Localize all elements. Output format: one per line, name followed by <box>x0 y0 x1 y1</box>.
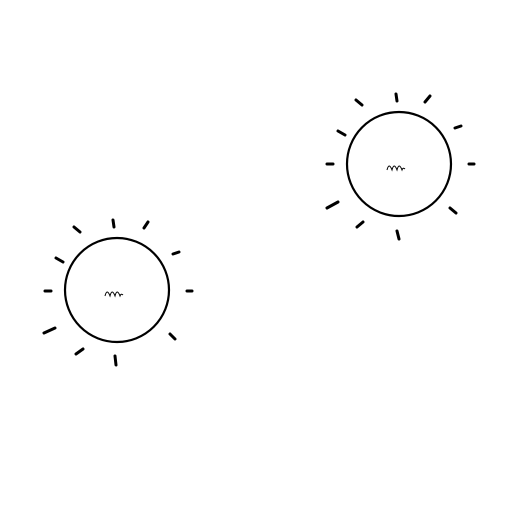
ray <box>354 98 364 107</box>
sun <box>42 218 194 367</box>
ray <box>336 129 347 137</box>
ray <box>453 124 463 130</box>
ray <box>168 332 177 341</box>
ray <box>74 347 85 356</box>
squiggle <box>104 291 124 298</box>
ray <box>355 220 365 229</box>
ray <box>113 354 118 367</box>
ray <box>42 326 57 335</box>
sun <box>325 92 476 241</box>
sun-disc <box>345 110 453 218</box>
ray <box>325 200 340 210</box>
ray <box>423 94 432 104</box>
sun-disc <box>63 236 171 344</box>
ray <box>72 225 82 234</box>
ray <box>448 206 458 215</box>
squiggle <box>386 165 406 172</box>
ray <box>142 220 150 230</box>
ray <box>54 256 65 264</box>
ray <box>394 92 399 103</box>
rays <box>325 92 476 241</box>
rays <box>42 218 194 367</box>
ray <box>395 229 401 241</box>
ray <box>171 250 181 256</box>
ray <box>111 218 116 229</box>
